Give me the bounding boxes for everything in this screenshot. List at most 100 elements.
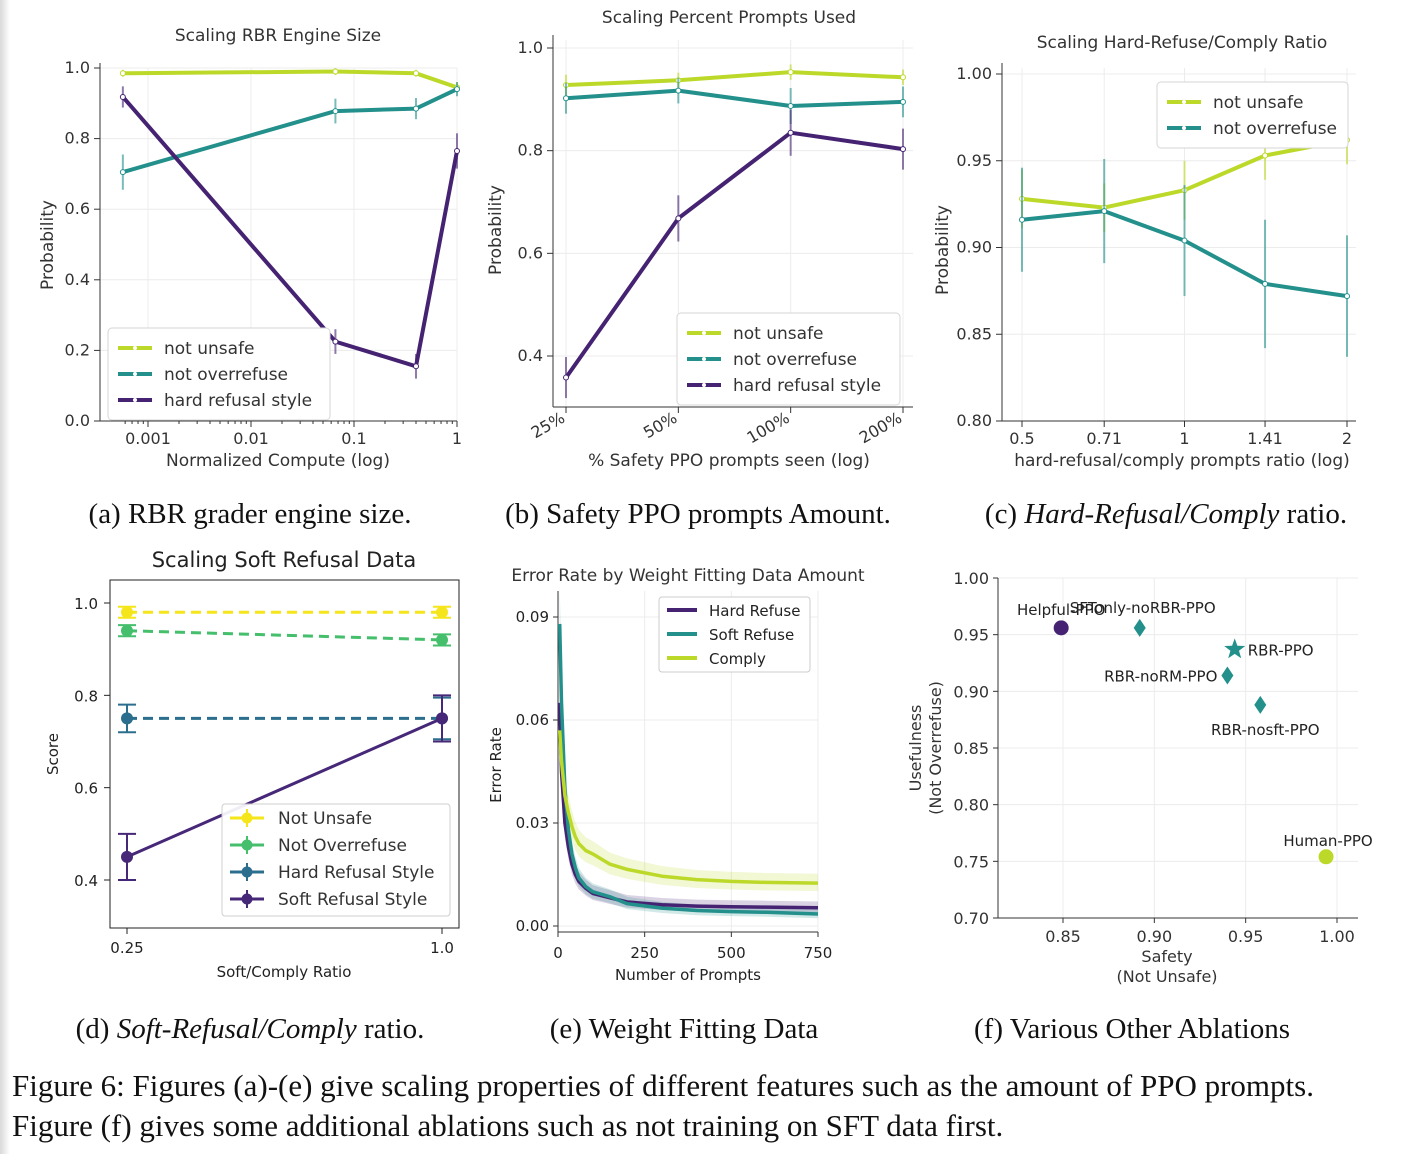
legend-swatch-marker (133, 398, 137, 402)
series-line-1 (122, 87, 458, 175)
y-tick-label: 0.85 (956, 324, 992, 343)
data-point-2-3 (454, 147, 460, 154)
data-point-1-1 (1101, 208, 1108, 215)
data-point-0-3 (1262, 152, 1269, 159)
series-line-0 (122, 69, 458, 90)
x-axis-label: Soft/Comply Ratio (217, 963, 352, 981)
legend-label: not overrefuse (733, 350, 857, 370)
data-point-3-1 (436, 712, 448, 725)
y-tick-label: 1.00 (956, 64, 992, 83)
y-tick-label: 0.8 (518, 141, 543, 160)
panel-c: 0.80 0.85 0.90 0.95 1.00 0.5 0.71 1 1.41 2 Scaling… (933, 33, 1356, 471)
data-point-1-1 (436, 633, 448, 646)
data-point-2-0 (121, 712, 133, 725)
data-point-1-1 (675, 87, 682, 94)
x-tick-label: 1 (452, 429, 462, 448)
y-tick-label: 1.0 (518, 38, 543, 57)
panel-f: 0.70 0.75 0.80 0.85 0.90 0.95 1.00 0.85 0.90 0.95… (906, 569, 1373, 986)
x-axis-label: % Safety PPO prompts seen (log) (588, 451, 870, 471)
y-tick-label: 0.95 (956, 151, 992, 170)
legend-box (1156, 81, 1349, 149)
plot-frame (109, 579, 460, 929)
data-point-1-3 (1262, 280, 1269, 287)
data-point-3-0 (121, 850, 133, 863)
data-point-0-0 (119, 70, 126, 77)
data-point-1-3 (454, 86, 460, 93)
x-tick-label: 2 (1342, 429, 1352, 448)
x-tick-label: 0.90 (1137, 927, 1173, 946)
point-label: Human-PPO (1283, 832, 1372, 850)
y-axis-label: Probability (933, 205, 953, 295)
data-point-1-3 (900, 98, 906, 105)
legend-label: Comply (709, 650, 766, 668)
data-point-1-0 (121, 624, 133, 637)
y-tick-label: 0.2 (65, 340, 90, 359)
subcaption-c-italic: Hard-Refusal/Comply (1023, 498, 1279, 530)
data-point-1-0 (1019, 216, 1025, 223)
legend-swatch-marker (702, 383, 706, 387)
legend-box (107, 327, 331, 421)
series-band-2 (559, 702, 818, 891)
legend-label: Soft Refusal Style (278, 890, 427, 910)
x-axis-label-line2: (Not Unsafe) (1116, 967, 1217, 986)
subcaption-e: (e) Weight Fitting Data (550, 1013, 819, 1045)
data-point-2-1 (675, 215, 682, 222)
series-line-2 (564, 130, 904, 379)
legend-swatch-marker (702, 331, 706, 335)
legend-label: not overrefuse (1213, 119, 1337, 139)
y-axis-label: Probability (38, 200, 58, 290)
y-axis-label: Error Rate (487, 727, 505, 803)
subcaption-d-prefix: (d) (76, 1013, 117, 1045)
x-tick-label: 25% (528, 408, 568, 442)
x-tick-label: 250 (630, 944, 659, 962)
data-point-0-1 (436, 606, 448, 619)
data-point-2-3 (900, 146, 906, 153)
y-tick-label: 0.70 (953, 909, 989, 928)
y-tick-label: 0.06 (516, 711, 549, 729)
x-tick-label: 0.95 (1228, 927, 1264, 946)
chart-title: Scaling RBR Engine Size (175, 26, 381, 46)
y-tick-label: 0.00 (516, 917, 549, 935)
legend-label: Soft Refuse (709, 626, 794, 644)
y-tick-label: 0.80 (953, 796, 989, 815)
x-tick-label: 1 (1179, 429, 1189, 448)
x-axis-label: Number of Prompts (615, 966, 761, 984)
x-tick-label: 0 (553, 944, 563, 962)
legend-label: not unsafe (164, 339, 255, 359)
x-tick-label: 500 (717, 944, 746, 962)
data-point-0-2 (413, 70, 420, 77)
x-tick-label: 1.0 (430, 939, 454, 957)
y-tick-label: 0.8 (65, 129, 90, 148)
data-point-2-1 (332, 338, 339, 345)
scatter-point-4 (1254, 695, 1267, 714)
y-tick-label: 0.4 (65, 270, 90, 289)
y-tick-label: 0.0 (65, 411, 90, 430)
scatter-point-3 (1221, 666, 1234, 685)
x-tick-label: 0.71 (1086, 429, 1122, 448)
point-label: RBR-PPO (1248, 641, 1314, 659)
y-tick-label: 0.85 (953, 739, 989, 758)
series-line-1 (565, 88, 904, 108)
subcaption-d-italic: Soft-Refusal/Comply (117, 1013, 357, 1045)
subcaption-c: (c) Hard-Refusal/Comply ratio. (985, 498, 1347, 530)
y-tick-label: 0.09 (516, 608, 549, 626)
x-tick-label: 0.01 (233, 429, 269, 448)
point-label: SFTonly-noRBR-PPO (1070, 599, 1216, 617)
legend-swatch-marker (702, 357, 706, 361)
legend-label: Hard Refusal Style (278, 863, 434, 883)
legend-swatch-marker (133, 346, 137, 350)
legend-swatch-marker (241, 839, 253, 851)
subcaption-a: (a) RBR grader engine size. (89, 498, 412, 530)
legend-swatch-marker (1182, 126, 1186, 130)
scatter-point-0 (1053, 620, 1069, 636)
legend-label: hard refusal style (733, 376, 881, 396)
data-point-1-4 (1344, 293, 1350, 300)
legend-box (221, 803, 451, 917)
data-point-1-1 (332, 108, 339, 115)
data-point-1-2 (787, 103, 794, 110)
chart-title: Scaling Percent Prompts Used (602, 8, 856, 28)
legend-swatch-marker (1182, 100, 1186, 104)
subcaption-c-prefix: (c) (985, 498, 1024, 530)
series-line-0 (565, 70, 904, 87)
